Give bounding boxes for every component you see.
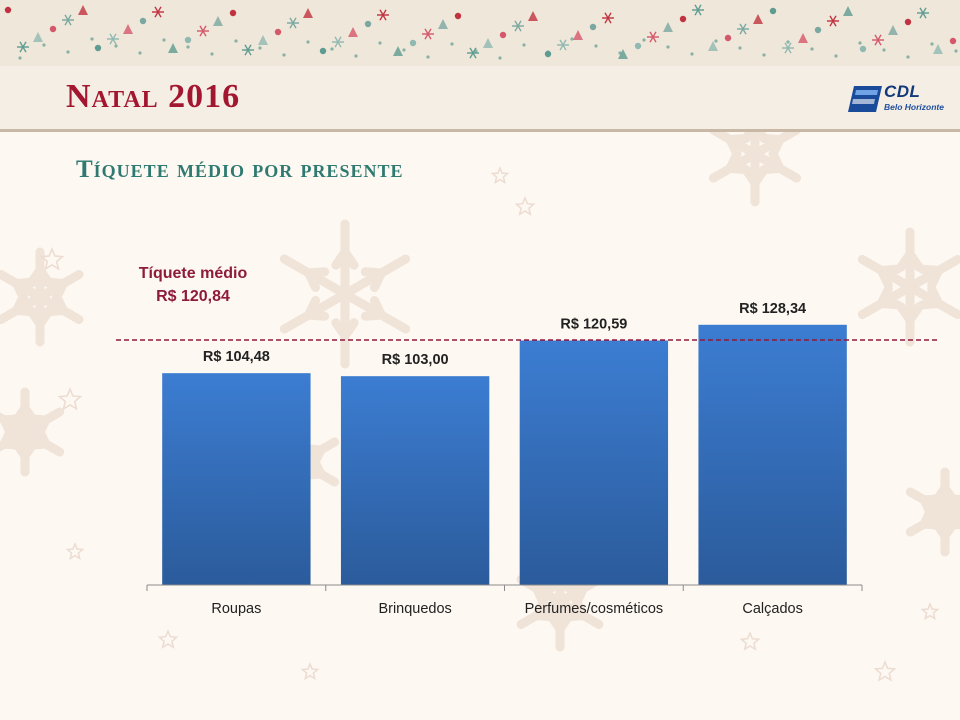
value-label-4: R$ 128,34	[739, 301, 806, 317]
cdl-logo: CDL Belo Horizonte	[848, 82, 948, 116]
average-label-value: R$ 120,84	[156, 288, 230, 305]
logo-name: CDL	[884, 82, 921, 101]
bar-1	[162, 373, 311, 585]
average-label: Tíquete médio R$ 120,84	[118, 262, 268, 308]
logo-city: Belo Horizonte	[884, 102, 944, 112]
bar-3	[519, 340, 669, 585]
category-label-4: Calçados	[742, 601, 802, 617]
value-label-1: R$ 104,48	[203, 349, 270, 365]
chart-subtitle: Tíquete médio por presente	[76, 156, 404, 183]
value-label-2: R$ 103,00	[382, 352, 449, 368]
page-title: Natal 2016	[66, 78, 241, 115]
category-label-3: Perfumes/cosméticos	[525, 601, 664, 617]
category-label-2: Brinquedos	[378, 601, 451, 617]
cdl-logo-icon	[848, 86, 882, 112]
average-label-title: Tíquete médio	[138, 265, 248, 282]
header-divider	[0, 129, 960, 132]
category-label-1: Roupas	[211, 601, 261, 617]
bar-4	[698, 324, 847, 585]
bar-2	[340, 376, 490, 585]
header-band	[0, 66, 960, 130]
value-label-3: R$ 120,59	[560, 317, 627, 333]
festive-banner	[0, 0, 960, 66]
